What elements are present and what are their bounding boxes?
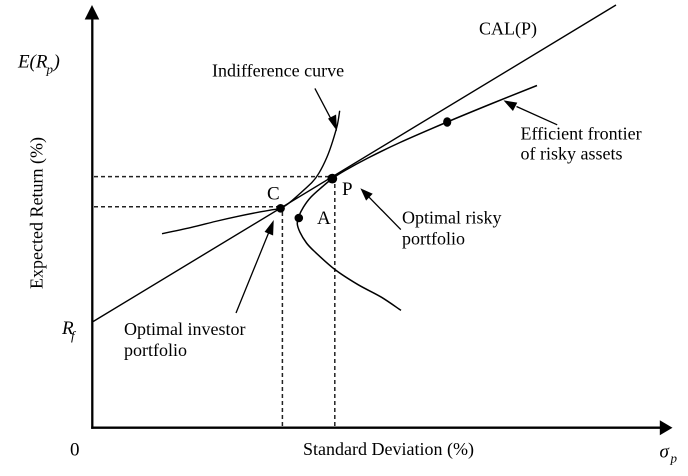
svg-text:P: P (342, 179, 353, 200)
svg-text:Optimal risky: Optimal risky (402, 208, 502, 228)
svg-text:Optimal investor: Optimal investor (124, 319, 245, 339)
svg-text:p: p (46, 62, 54, 77)
svg-text:portfolio: portfolio (402, 229, 465, 249)
svg-text:0: 0 (70, 440, 80, 461)
svg-text:Expected Return (%): Expected Return (%) (27, 137, 48, 289)
svg-text:(R: (R (30, 52, 48, 73)
svg-text:CAL(P): CAL(P) (479, 19, 537, 40)
svg-text:portfolio: portfolio (124, 340, 187, 360)
svg-text:E: E (17, 52, 30, 73)
svg-text:of risky assets: of risky assets (521, 144, 623, 164)
svg-text:A: A (317, 208, 331, 229)
svg-text:f: f (71, 328, 77, 343)
svg-text:C: C (267, 184, 280, 205)
svg-text:R: R (61, 318, 74, 339)
svg-text:Efficient frontier: Efficient frontier (521, 124, 642, 144)
svg-text:): ) (53, 52, 60, 73)
svg-text:Standard Deviation (%): Standard Deviation (%) (303, 439, 474, 460)
svg-text:Indifference curve: Indifference curve (212, 61, 344, 81)
svg-text:p: p (670, 451, 678, 466)
svg-text:σ: σ (660, 442, 670, 463)
